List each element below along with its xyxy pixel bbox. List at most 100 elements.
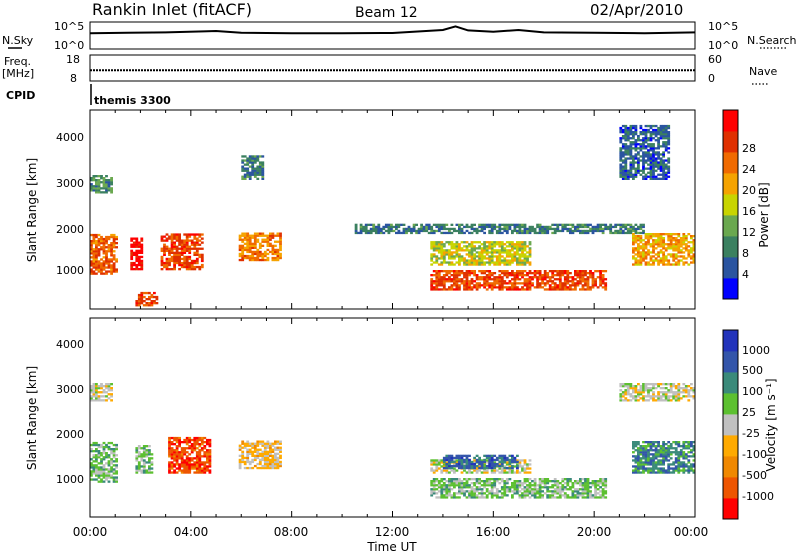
- power-cell: [621, 175, 625, 178]
- power-cell: [173, 268, 176, 271]
- velocity-cell: [639, 463, 643, 466]
- velocity-cell: [92, 383, 96, 386]
- velocity-cell: [185, 447, 189, 450]
- power-cell: [150, 300, 154, 303]
- power-cell: [150, 304, 154, 307]
- power-cell: [473, 261, 476, 264]
- velocity-cell: [652, 399, 655, 402]
- power-cell: [488, 263, 492, 266]
- velocity-cell: [112, 464, 116, 467]
- velocity-cell: [279, 440, 282, 443]
- velocity-cell: [657, 461, 660, 464]
- velocity-cell: [241, 442, 245, 445]
- power-cell: [185, 265, 189, 269]
- plot-title: Rankin Inlet (fitACF): [92, 0, 252, 19]
- velocity-cell: [629, 395, 633, 398]
- velocity-cell: [647, 443, 650, 446]
- velocity-cell: [279, 448, 282, 451]
- power-cell: [682, 241, 686, 244]
- power-cell: [642, 147, 645, 150]
- power-cell: [92, 240, 96, 243]
- power-cell: [634, 239, 638, 242]
- velocity-cell: [483, 463, 486, 466]
- velocity-cell: [493, 492, 497, 495]
- power-cell: [677, 241, 681, 244]
- power-cell: [619, 167, 623, 170]
- velocity-cell: [440, 478, 444, 481]
- power-cell: [258, 163, 262, 166]
- power-cell: [581, 288, 585, 291]
- power-cell: [563, 272, 567, 275]
- power-cell: [536, 276, 539, 279]
- power-cell: [105, 179, 108, 182]
- velocity-cell: [667, 383, 671, 386]
- power-cell: [410, 231, 413, 235]
- power-cell: [629, 175, 633, 178]
- velocity-cell: [100, 474, 103, 477]
- power-cell: [435, 243, 439, 246]
- velocity-cell: [150, 461, 154, 464]
- velocity-cell: [473, 462, 476, 466]
- velocity-cell: [142, 469, 146, 472]
- power-cell: [493, 263, 497, 266]
- velocity-cell: [619, 385, 623, 388]
- velocity-cell: [442, 482, 446, 485]
- velocity-cell: [468, 460, 471, 464]
- velocity-cell: [148, 467, 151, 470]
- velocity-cell: [485, 464, 489, 468]
- power-cell: [518, 243, 522, 246]
- power-cell: [667, 169, 671, 172]
- velocity-cell: [97, 385, 101, 388]
- power-cell: [662, 243, 665, 246]
- power-cell: [115, 270, 118, 273]
- power-cell: [584, 223, 587, 226]
- velocity-cell: [90, 397, 93, 400]
- power-cell: [662, 255, 665, 258]
- power-cell: [480, 278, 484, 281]
- power-cell: [511, 255, 514, 258]
- velocity-cell: [253, 458, 257, 462]
- power-cell: [142, 291, 146, 295]
- power-cell: [624, 128, 628, 132]
- velocity-cell: [632, 395, 635, 398]
- power-cell: [354, 227, 358, 231]
- power-cell: [175, 257, 179, 261]
- velocity-cell: [115, 476, 118, 479]
- power-cell: [596, 286, 600, 289]
- power-cell: [256, 177, 260, 180]
- velocity-cell: [679, 391, 683, 394]
- velocity-cell: [523, 469, 527, 472]
- velocity-cell: [526, 494, 529, 497]
- velocity-cell: [687, 461, 691, 464]
- power-cell: [483, 223, 486, 226]
- power-cell: [632, 167, 635, 170]
- power-cell: [251, 246, 255, 249]
- velocity-cell: [634, 469, 638, 472]
- power-cell: [110, 187, 113, 190]
- velocity-cell: [92, 399, 96, 402]
- power-cell: [168, 237, 171, 240]
- power-cell: [599, 270, 602, 273]
- power-cell: [659, 161, 663, 164]
- velocity-cell: [445, 490, 449, 493]
- power-cell: [667, 235, 671, 238]
- power-cell: [503, 227, 507, 231]
- power-cell: [185, 243, 189, 246]
- power-cell: [629, 124, 633, 128]
- power-cell: [624, 135, 628, 138]
- power-cell: [475, 227, 479, 231]
- velocity-cell: [261, 442, 265, 445]
- power-cell: [500, 247, 504, 250]
- power-cell: [589, 272, 592, 275]
- power-cell: [463, 272, 466, 275]
- velocity-cell: [672, 467, 676, 470]
- power-cell: [624, 173, 628, 176]
- power-cell: [90, 264, 93, 267]
- velocity-cell: [654, 471, 658, 474]
- power-cell: [654, 147, 658, 150]
- velocity-cell: [637, 461, 640, 464]
- power-cell: [652, 131, 655, 134]
- power-cell: [90, 183, 93, 186]
- velocity-cell: [523, 488, 527, 491]
- power-cell: [579, 276, 582, 279]
